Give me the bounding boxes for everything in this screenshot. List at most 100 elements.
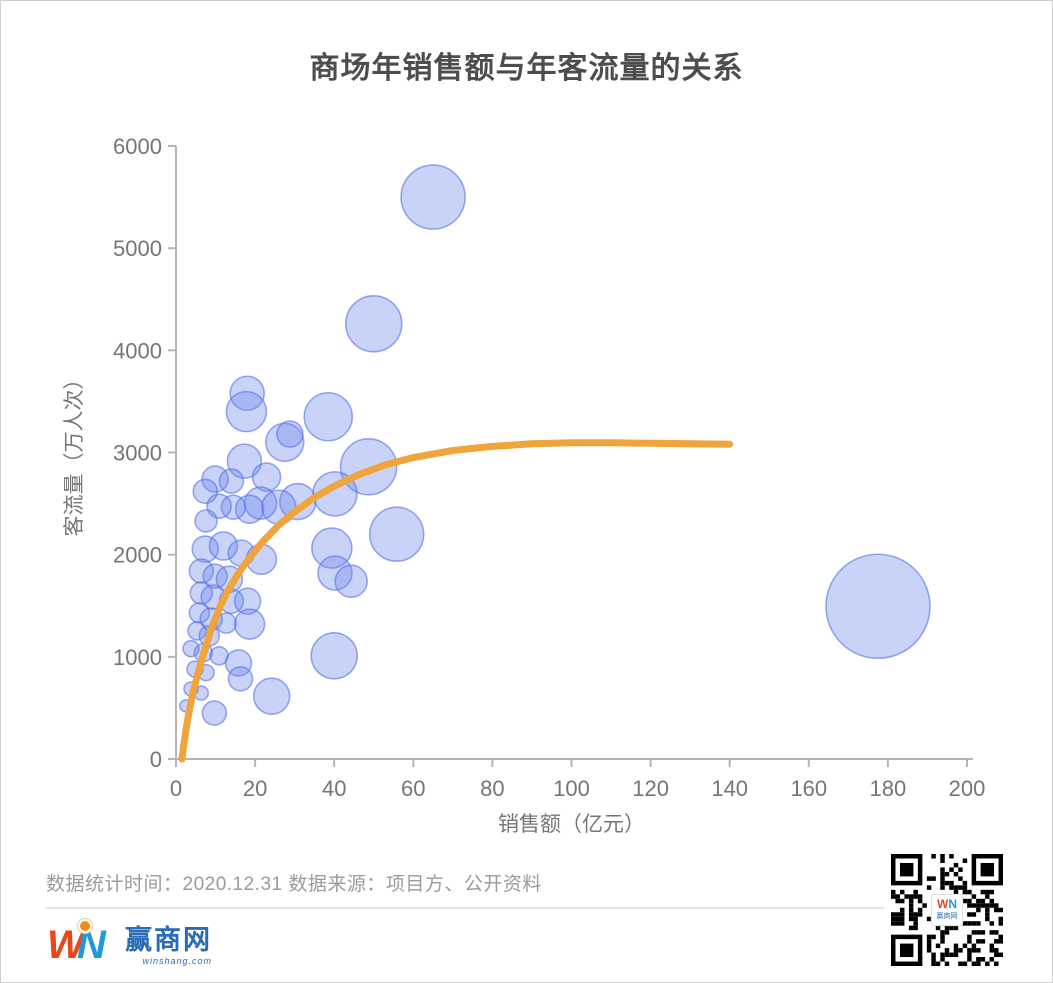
qr-module xyxy=(985,907,990,913)
y-tick-label: 2000 xyxy=(113,543,162,568)
mall-bubble xyxy=(334,564,369,599)
qr-module xyxy=(913,921,918,926)
qr-module xyxy=(998,916,1003,922)
qr-module xyxy=(908,912,914,917)
mall-bubble xyxy=(264,422,305,463)
qr-center-site: 赢商网 xyxy=(937,911,958,920)
qr-module xyxy=(891,916,896,922)
qr-module xyxy=(985,961,990,966)
qr-module xyxy=(913,925,918,931)
qr-module xyxy=(899,898,905,904)
qr-module xyxy=(967,957,972,962)
qr-finder xyxy=(899,862,914,877)
qr-module xyxy=(962,858,968,863)
chart-title: 商场年销售额与年客流量的关系 xyxy=(309,52,744,85)
qr-module xyxy=(989,903,995,908)
qr-module xyxy=(940,876,945,881)
qr-module xyxy=(908,925,914,931)
x-tick-label: 160 xyxy=(790,776,827,801)
qr-module xyxy=(971,961,977,966)
qr-module xyxy=(962,921,968,926)
qr-module xyxy=(958,885,963,890)
qr-module xyxy=(944,952,950,958)
qr-module xyxy=(940,854,945,859)
mall-bubble xyxy=(310,632,359,680)
qr-module xyxy=(985,889,990,895)
qr-module xyxy=(926,885,932,890)
qr-module xyxy=(908,903,914,908)
mall-bubble xyxy=(233,608,266,640)
qr-module xyxy=(994,948,999,953)
logo-dot-icon xyxy=(78,919,92,933)
qr-module xyxy=(953,889,959,895)
qr-finder xyxy=(980,862,995,877)
qr-module xyxy=(953,952,959,958)
qr-module xyxy=(908,916,914,922)
qr-module xyxy=(926,916,932,922)
qr-module xyxy=(953,871,959,877)
x-tick-label: 0 xyxy=(170,776,182,801)
qr-module xyxy=(922,903,927,908)
qr-module xyxy=(899,916,905,922)
qr-module xyxy=(953,943,959,949)
qr-module xyxy=(926,948,932,953)
qr-module xyxy=(980,957,986,962)
y-tick-label: 4000 xyxy=(113,338,162,363)
qr-module xyxy=(989,898,995,904)
qr-module xyxy=(976,921,981,926)
qr-module xyxy=(908,907,914,913)
qr-module xyxy=(971,930,977,935)
mall-bubble xyxy=(194,509,218,533)
x-axis-title: 销售额（亿元） xyxy=(498,813,645,836)
qr-module xyxy=(895,916,900,922)
mall-bubble xyxy=(368,506,425,563)
mall-bubble xyxy=(191,535,220,563)
qr-module xyxy=(931,876,936,881)
qr-module xyxy=(998,921,1003,926)
qr-module xyxy=(994,907,999,913)
qr-module xyxy=(958,961,963,966)
y-tick-label: 0 xyxy=(150,747,162,772)
qr-module xyxy=(904,894,909,899)
qr-module xyxy=(895,912,900,917)
qr-module xyxy=(940,952,945,958)
qr-module xyxy=(899,889,905,895)
qr-module xyxy=(976,898,981,904)
qr-module xyxy=(944,961,950,966)
logo-text-block: 赢商网 winshang.com xyxy=(125,917,212,967)
mall-bubble xyxy=(400,164,466,230)
qr-module xyxy=(985,903,990,908)
qr-module xyxy=(891,921,896,926)
qr-module xyxy=(985,894,990,899)
x-tick-label: 180 xyxy=(870,776,907,801)
qr-module xyxy=(944,948,950,953)
mall-bubble xyxy=(188,558,215,584)
mall-bubble xyxy=(276,420,304,448)
qr-module xyxy=(913,916,918,922)
qr-module xyxy=(967,889,972,895)
footer-divider xyxy=(46,907,884,909)
x-tick-label: 60 xyxy=(401,776,425,801)
qr-module xyxy=(895,894,900,899)
qr-module xyxy=(940,858,945,863)
qr-module xyxy=(994,952,999,958)
y-tick-label: 6000 xyxy=(113,134,162,159)
qr-module xyxy=(940,867,945,872)
qr-module xyxy=(998,907,1003,913)
qr-module xyxy=(989,889,995,895)
qr-module xyxy=(899,921,905,926)
y-tick-label: 5000 xyxy=(113,236,162,261)
qr-module xyxy=(953,885,959,890)
qr-module xyxy=(998,939,1003,944)
mall-bubble xyxy=(825,553,931,660)
mall-bubble xyxy=(344,294,403,353)
trend-line xyxy=(178,439,734,763)
qr-module xyxy=(931,854,936,859)
x-tick-label: 20 xyxy=(243,776,267,801)
qr-module xyxy=(962,898,968,904)
qr-module xyxy=(976,957,981,962)
qr-module xyxy=(891,889,896,895)
qr-module xyxy=(976,961,981,966)
